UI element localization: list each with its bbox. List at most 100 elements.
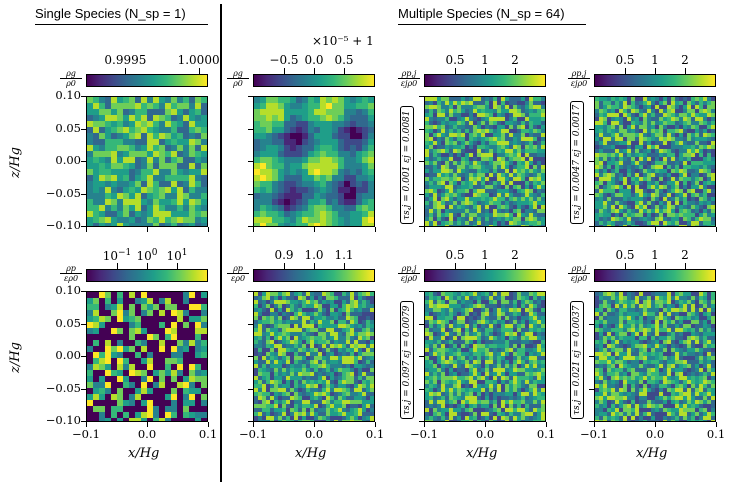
colorbar-tick: [284, 263, 285, 269]
colorbar-tick-label: 2: [681, 248, 689, 262]
colorbar-tick-value: 1: [651, 248, 659, 262]
colorbar-tick: [198, 68, 200, 74]
colorbar-label-denominator: ρ0: [233, 79, 243, 88]
colorbar-label-numerator: ρg: [60, 69, 82, 79]
x-tick: [314, 422, 315, 427]
species-parameter-annotation: τs,j = 0.097 εj = 0.0079: [400, 301, 414, 419]
colorbar-tick: [284, 68, 285, 74]
colorbar-tick-value: 0.5: [334, 53, 354, 67]
colorbar-tick-exponent: 1: [181, 248, 188, 258]
y-tick: [81, 161, 86, 162]
y-tick: [589, 356, 594, 357]
colorbar: 0.5 1 2: [424, 53, 546, 87]
density-map-image: [254, 292, 374, 421]
colorbar-label-denominator: εjρ0: [570, 274, 588, 283]
x-tick: [485, 227, 486, 232]
colorbar-tick: [177, 263, 178, 269]
x-tick: [594, 227, 595, 232]
x-tick-label: −0.1: [72, 427, 100, 441]
x-axis-label: x/Hg: [128, 446, 160, 461]
y-tick: [589, 226, 594, 227]
colorbar-tick-value: 1: [481, 248, 489, 262]
density-map-image: [425, 97, 545, 226]
species-parameter-annotation: τs,j = 0.001 εj = 0.0081: [400, 106, 414, 224]
y-tick: [589, 128, 594, 130]
y-tick: [248, 388, 253, 390]
y-tick-label: 0.05: [55, 315, 81, 330]
y-tick: [419, 291, 424, 292]
y-tick: [589, 291, 594, 292]
offset-label: ×10⁻⁵ + 1: [312, 34, 374, 48]
colorbar-label-numerator: ρp,j: [398, 264, 420, 274]
colorbar-tick-value: 1: [481, 53, 489, 67]
x-tick: [86, 422, 87, 427]
colorbar-tick-value: 0.5: [615, 53, 635, 67]
y-tick: [419, 161, 424, 162]
y-tick-label: −0.05: [45, 380, 81, 395]
x-tick: [86, 227, 87, 232]
colorbar-tick: [344, 68, 345, 74]
y-tick-label: 0.05: [55, 120, 81, 135]
colorbar: −0.5 0.0 0.5: [253, 53, 375, 87]
colorbar-tick-label: 0.9995: [104, 53, 146, 67]
y-tick: [81, 291, 86, 292]
colorbar-tick-label: 1: [481, 248, 489, 262]
colorbar-tick-value: −0.5: [269, 53, 299, 67]
x-tick: [546, 422, 547, 427]
y-tick: [589, 421, 594, 422]
x-axis-label: x/Hg: [636, 446, 668, 461]
x-tick: [424, 422, 425, 427]
colorbar-tick-value: 0.0: [304, 53, 324, 67]
colorbar-tick: [344, 263, 345, 269]
x-tick: [147, 227, 148, 232]
y-tick: [419, 193, 424, 195]
x-tick-label: 0.1: [365, 427, 385, 441]
y-tick: [81, 128, 86, 130]
colorbar-tick-label: 1: [651, 248, 659, 262]
x-axis-label: x/Hg: [295, 446, 327, 461]
x-tick: [208, 227, 209, 232]
colorbar-label: ρg ρ0: [227, 69, 249, 88]
colorbar-tick: [455, 68, 456, 74]
x-tick: [655, 422, 656, 427]
density-map-panel: [253, 291, 375, 422]
x-tick: [655, 227, 656, 232]
colorbar-tick: [685, 263, 686, 269]
colorbar-tick-value: 1.0: [304, 248, 324, 262]
x-tick-label: 0.0: [137, 427, 157, 441]
colorbar-tick-label: 10−1: [103, 248, 132, 263]
y-tick-label: −0.05: [45, 185, 81, 200]
y-axis-label: z/Hg: [8, 147, 23, 178]
x-tick: [314, 227, 315, 232]
colorbar-tick-value: 10: [136, 249, 152, 263]
y-tick: [589, 96, 594, 97]
colorbar-tick-label: 0.5: [615, 248, 634, 262]
y-tick: [248, 291, 253, 292]
colorbar-label-denominator: ρ0: [66, 79, 76, 88]
density-map-panel: [424, 291, 546, 422]
y-tick: [248, 323, 253, 325]
colorbar-tick-value: 2: [511, 248, 519, 262]
colorbar-label-numerator: ρp,j: [398, 69, 420, 79]
colorbar-tick: [485, 263, 486, 269]
colorbar-tick: [625, 68, 626, 74]
colorbar-tick-label: 0.9: [274, 248, 293, 262]
y-tick: [248, 356, 253, 357]
density-map-panel: [594, 291, 716, 422]
y-tick: [248, 128, 253, 130]
x-axis-label: x/Hg: [466, 446, 498, 461]
colorbar-tick: [485, 68, 486, 74]
x-tick: [147, 422, 148, 427]
y-tick: [589, 193, 594, 195]
colorbar-tick: [625, 263, 626, 269]
y-tick-label: 0.10: [55, 88, 81, 102]
y-tick: [248, 226, 253, 227]
colorbar-label: ρg ρ0: [60, 69, 82, 88]
y-tick: [419, 388, 424, 390]
colorbar-tick: [147, 263, 148, 269]
colorbar-tick-value: 1: [651, 53, 659, 67]
colorbar-tick-value: 1.0000: [177, 53, 220, 67]
y-tick: [589, 161, 594, 162]
y-tick: [419, 323, 424, 325]
colorbar-tick-value: 0.9995: [104, 53, 147, 67]
